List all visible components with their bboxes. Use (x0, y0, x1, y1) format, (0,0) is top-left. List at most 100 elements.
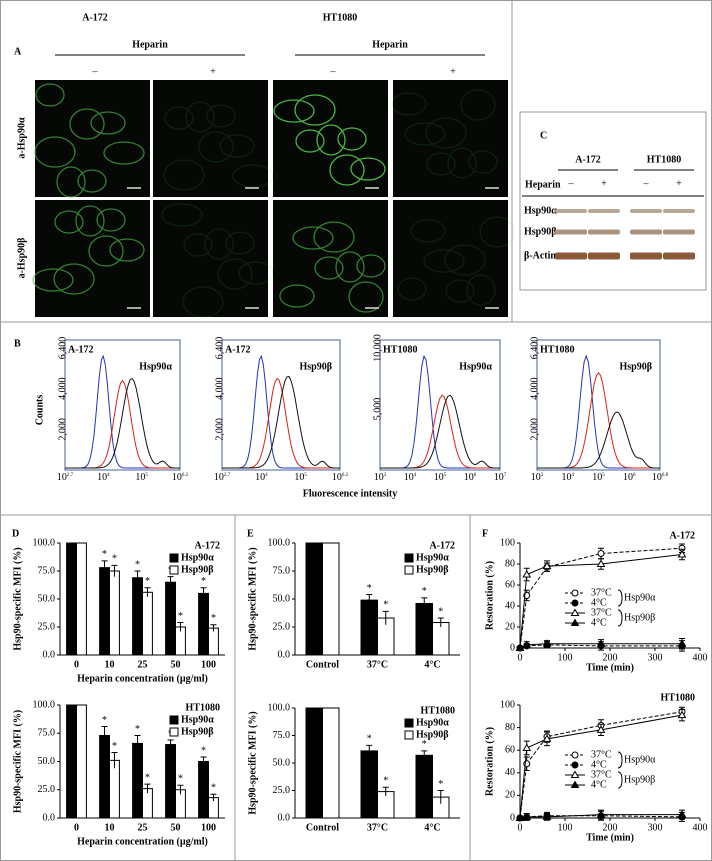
legend-marker (571, 589, 579, 597)
tick-base: 10 (652, 472, 662, 483)
bar (198, 592, 210, 656)
bar (76, 542, 87, 656)
x-axis-title: Heparin concentration (µg/ml) (77, 836, 208, 847)
bar (208, 627, 219, 656)
panel-letter: B (14, 338, 21, 349)
blot-band (663, 252, 695, 260)
tick-exponent: 6.2 (182, 473, 189, 478)
series-line (519, 711, 683, 819)
data-point (677, 639, 687, 647)
tick-exponent: 5 (444, 473, 447, 478)
x-tick-label: 106.2 (172, 472, 189, 483)
cell-outline (425, 117, 467, 149)
x-tick-label: 0 (518, 652, 523, 663)
x-tick-label: 102.7 (214, 472, 231, 483)
x-tick-label: 25 (138, 659, 148, 670)
bar (305, 542, 323, 656)
tick-base: 10 (494, 472, 504, 483)
legend-swatch (404, 565, 414, 575)
cell-outline (77, 169, 107, 193)
cell-outline (404, 122, 446, 146)
tick-base: 10 (97, 472, 107, 483)
axis-title: Counts (34, 395, 45, 426)
histogram-frame (536, 339, 661, 471)
bar (165, 744, 177, 819)
data-point (515, 813, 525, 821)
legend-marker (571, 751, 579, 759)
significance-mark: * (438, 606, 443, 617)
tick-exponent: 6.8 (662, 473, 669, 478)
x-tick-label: 102.7 (57, 472, 74, 483)
legend-label: Hsp90β (416, 564, 449, 575)
cell-outline (316, 124, 346, 156)
error-bar (177, 784, 184, 795)
tick-base: 10 (172, 472, 182, 483)
axis-title: Fluorescence intensity (303, 488, 398, 499)
legend-label: Hsp90β (181, 564, 214, 575)
y-tick-label: 4,000 (529, 377, 540, 400)
condition-sign: + (450, 66, 456, 77)
y-tick-label: 20 (505, 621, 515, 632)
data-point (677, 810, 687, 818)
legend-marker (571, 599, 579, 607)
legend-group-label: Hsp90β (624, 612, 655, 623)
cell-outline (479, 216, 515, 248)
legend-marker (570, 608, 580, 616)
bar (322, 707, 340, 819)
tick-exponent: 6.2 (342, 473, 349, 478)
x-tick-label: 10 (105, 659, 115, 670)
chart-title: HT1080 (421, 705, 455, 716)
cell-outline (163, 159, 205, 191)
cell-outlines (32, 205, 145, 295)
y-tick-label: 10,000 (372, 334, 383, 362)
cell-outlines (273, 94, 386, 186)
plot-cell: A-172 (225, 344, 251, 355)
cell-outline (466, 274, 496, 306)
error-bar (177, 622, 184, 632)
blot-frame (519, 111, 707, 291)
y-tick-label: 25.0 (38, 784, 56, 795)
blot-row-label: Hsp90α (524, 205, 557, 216)
cell-outline (410, 219, 446, 243)
bar (132, 577, 144, 656)
tick-base: 10 (562, 472, 572, 483)
y-tick-label: 75.0 (273, 565, 291, 576)
y-axis-title: Hsp90-specific MFI (%) (247, 547, 258, 650)
blot-band (663, 229, 695, 235)
legend-marker (570, 770, 580, 778)
cell-outline (90, 111, 126, 135)
y-tick-label: 100.0 (33, 699, 56, 710)
legend-swatch (404, 718, 414, 728)
significance-mark: * (102, 715, 107, 726)
cell-outline (109, 238, 145, 262)
blot-row-label: β-Actin (524, 250, 556, 261)
bar (432, 622, 450, 656)
legend-label: Hsp90β (181, 726, 214, 737)
legend-label: Hsp90α (181, 552, 214, 563)
bar (360, 599, 378, 656)
cell-outline (198, 131, 234, 163)
x-tick-label: 300 (648, 652, 663, 663)
y-tick-label: 0.0 (43, 649, 56, 660)
y-tick-label: 2,000 (57, 418, 68, 441)
error-bar (210, 624, 217, 632)
data-point (522, 570, 532, 578)
data-point (542, 561, 552, 570)
x-tick-label: 10 (105, 822, 115, 833)
legend-swatch (169, 553, 179, 563)
cell-outline (185, 101, 215, 133)
legend-label: 37°C (591, 607, 612, 618)
cell-outline (391, 92, 427, 116)
significance-mark: * (422, 739, 427, 750)
legend-label: 4°C (591, 759, 607, 770)
cell-line-label: A-172 (575, 154, 601, 165)
x-tick-label: 105 (294, 472, 307, 483)
y-tick-label: 4,000 (214, 377, 225, 400)
cell-outline (314, 256, 344, 280)
error-bar (167, 576, 174, 588)
cell-outline (397, 277, 427, 301)
error-bar (200, 756, 207, 767)
cell-outline (295, 129, 325, 153)
error-bar (144, 587, 151, 597)
